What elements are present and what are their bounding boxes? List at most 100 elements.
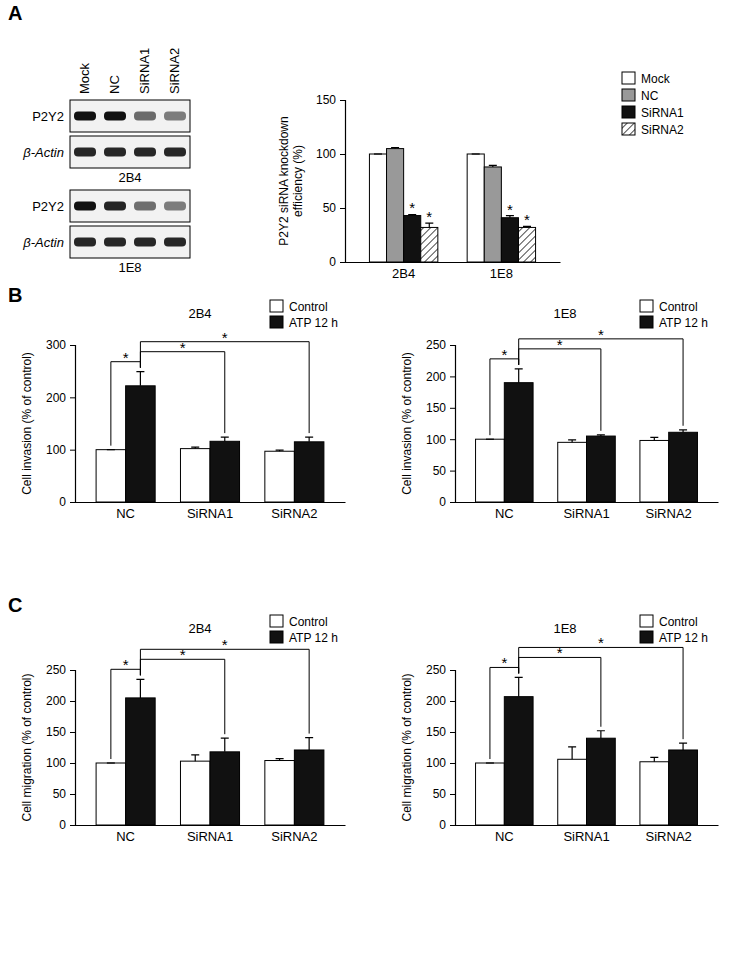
blot-band	[134, 148, 156, 157]
legend-label: SiRNA1	[641, 106, 684, 120]
error-bar	[191, 447, 199, 449]
bar	[669, 750, 698, 825]
plot-area	[476, 369, 698, 502]
chart: NCSiRNA1SiRNA20100200300Cell invasion (%…	[20, 300, 346, 522]
error-bar	[221, 738, 229, 752]
error-bar	[486, 762, 494, 763]
significance-label: *	[501, 654, 507, 671]
y-tick: 200	[426, 694, 455, 708]
chart: NCSiRNA1SiRNA2050100150200250Cell invasi…	[400, 300, 719, 522]
y-axis-title-line: Cell invasion (% of control)	[400, 352, 414, 495]
bar	[518, 227, 535, 262]
bar	[504, 697, 533, 825]
y-tick-label: 200	[46, 391, 66, 405]
x-tick: 2B4	[392, 266, 415, 281]
y-tick-mark	[340, 100, 345, 101]
blot-band	[164, 148, 186, 157]
legend: ControlATP 12 h	[640, 615, 708, 645]
significance-label: *	[222, 329, 228, 346]
y-tick: 100	[426, 433, 455, 447]
y-tick: 50	[323, 201, 345, 215]
legend-swatch	[622, 123, 635, 135]
blot-band	[164, 202, 186, 211]
bar	[126, 386, 156, 502]
error-bar	[489, 165, 497, 167]
chart: NCSiRNA1SiRNA2050100150200250Cell migrat…	[20, 615, 346, 845]
y-tick-mark	[450, 763, 455, 764]
y-tick-label: 150	[426, 725, 446, 739]
y-tick: 50	[433, 787, 455, 801]
x-tick-label: NC	[495, 506, 514, 521]
lane-label: Mock	[77, 62, 92, 94]
bar	[294, 442, 324, 502]
bar	[587, 436, 616, 502]
y-tick: 100	[426, 756, 455, 770]
blot-band	[104, 148, 126, 157]
error-bar	[276, 450, 284, 451]
y-axis-title: Cell invasion (% of control)	[20, 352, 34, 495]
y-tick-mark	[340, 208, 345, 209]
x-tick-label: 1E8	[490, 266, 513, 281]
x-tick-label: NC	[495, 829, 514, 844]
legend-label: Control	[289, 300, 328, 314]
error-bar	[472, 153, 480, 154]
legend-swatch	[622, 72, 635, 84]
y-axis: 050100150200250	[46, 663, 76, 832]
significance-bracket	[111, 362, 141, 446]
blot-band	[74, 112, 96, 121]
x-tick-label: SiRNA1	[563, 829, 609, 844]
significance-label: *	[123, 349, 129, 366]
y-tick-mark	[340, 262, 345, 263]
y-tick-label: 50	[433, 464, 447, 478]
legend: ControlATP 12 h	[270, 300, 338, 330]
y-tick-mark	[70, 701, 75, 702]
x-tick: SiRNA1	[563, 829, 609, 844]
error-bar	[650, 437, 658, 440]
legend-swatch	[640, 615, 653, 627]
chart-title: 2B4	[188, 621, 211, 636]
error-bar	[374, 153, 382, 154]
significance-bracket	[140, 659, 224, 734]
error-bar	[679, 430, 687, 433]
y-tick-label: 50	[53, 787, 67, 801]
y-tick-mark	[70, 397, 75, 398]
error-bar	[136, 372, 144, 386]
blot-row-label: β-Actin	[22, 235, 64, 250]
y-tick: 150	[426, 725, 455, 739]
significance-bracket	[519, 349, 601, 431]
error-bar	[136, 679, 144, 698]
y-axis: 050100150200250	[426, 663, 456, 832]
bar	[640, 762, 669, 825]
x-axis: NC SiRNA1 SiRNA2	[456, 826, 719, 845]
bar	[369, 154, 386, 262]
bar	[558, 442, 587, 502]
blot-band	[104, 202, 126, 211]
blot-frame	[70, 226, 190, 258]
x-tick-label: SiRNA2	[271, 829, 317, 844]
legend-swatch	[640, 631, 653, 643]
x-tick: SiRNA2	[271, 506, 317, 521]
chart: NCSiRNA1SiRNA2050100150200250Cell migrat…	[400, 615, 719, 845]
y-tick-label: 100	[426, 756, 446, 770]
y-tick-mark	[450, 408, 455, 409]
bar	[476, 439, 505, 502]
y-tick: 200	[46, 391, 75, 405]
bar	[265, 451, 295, 502]
x-axis: NCSiRNA1SiRNA2	[76, 503, 346, 522]
blot-cell-line: 2B4	[118, 170, 141, 185]
bar	[669, 432, 698, 502]
y-tick-label: 300	[46, 338, 66, 352]
significance-label: *	[426, 208, 432, 225]
blot-band	[74, 202, 96, 211]
y-tick-mark	[450, 471, 455, 472]
plot-area	[476, 677, 698, 825]
significance-bracket	[140, 352, 224, 433]
significance-label: *	[123, 656, 129, 673]
significance-bracket	[519, 339, 683, 426]
x-tick-label: SiRNA2	[646, 829, 692, 844]
blot-band	[104, 238, 126, 247]
y-axis-title: Cell migration (% of control)	[400, 673, 414, 821]
axis-line	[450, 346, 456, 503]
bar	[467, 154, 484, 262]
error-bar	[276, 759, 284, 761]
